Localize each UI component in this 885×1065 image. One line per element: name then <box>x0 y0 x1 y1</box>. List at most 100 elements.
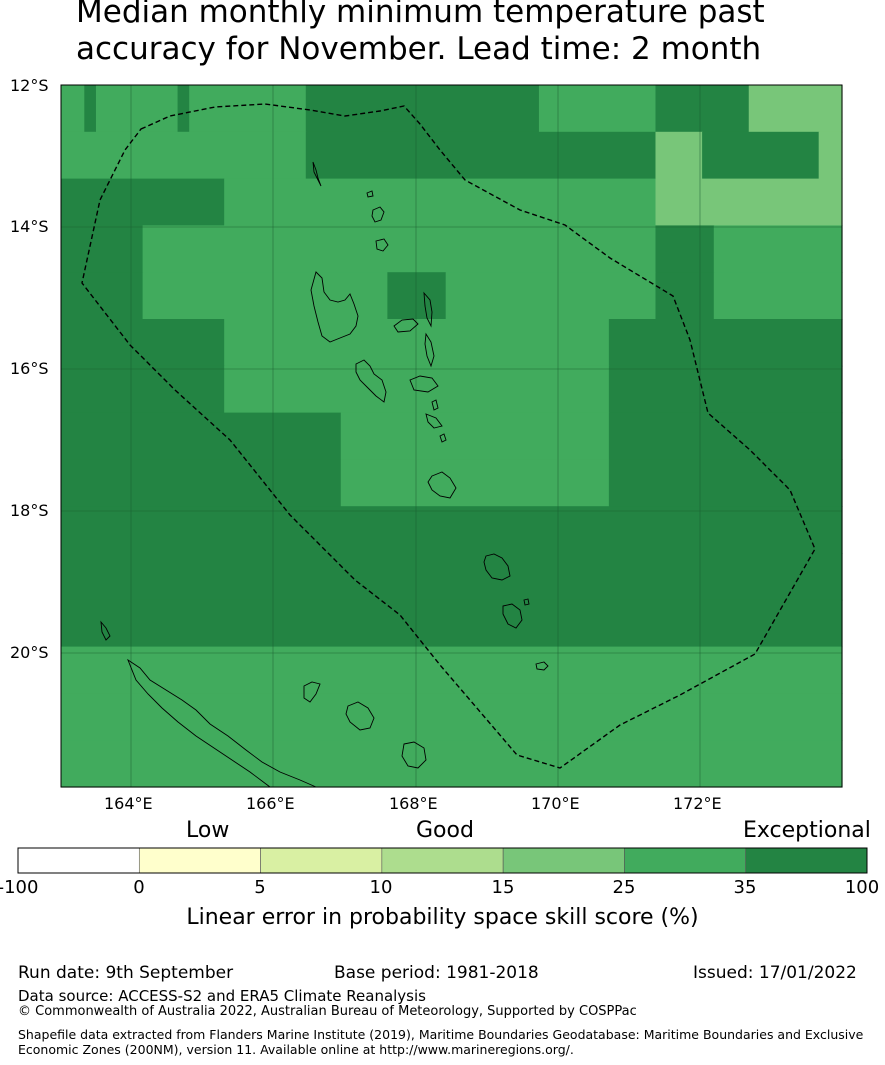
skill-cell <box>61 646 843 694</box>
skill-cell <box>224 365 610 414</box>
skill-cell <box>340 412 610 460</box>
colorbar-frame <box>17 847 868 874</box>
skill-cell <box>655 178 843 226</box>
run-date: Run date: 9th September <box>18 963 234 983</box>
colorbar-heading-good: Good <box>416 818 474 843</box>
skill-cell <box>61 459 342 507</box>
colorbar-bin <box>17 847 140 874</box>
skill-cell <box>61 365 225 414</box>
island-pentecost <box>424 332 435 368</box>
base-period: Base period: 1981-2018 <box>334 963 539 983</box>
colorbar-bin <box>138 847 261 874</box>
title-line-2: accuracy for November. Lead time: 2 mont… <box>76 31 762 67</box>
colorbar-tick-35: 35 <box>733 877 757 898</box>
skill-cell <box>61 599 843 648</box>
colorbar-tick-100: 100 <box>844 877 880 898</box>
colorbar-tick-25: 25 <box>612 877 636 898</box>
skill-cell <box>61 553 843 601</box>
skill-cell <box>61 272 144 320</box>
colorbar-heading-low: Low <box>186 818 230 843</box>
skill-cell <box>224 178 657 226</box>
shapefile-credit-line-1: Shapefile data extracted from Flanders M… <box>18 1027 864 1042</box>
map-graticule <box>61 85 842 787</box>
island-lifou <box>345 701 375 731</box>
skill-cell <box>61 506 843 554</box>
lat-label-20s: 20°S <box>10 643 49 662</box>
skill-cell <box>95 85 179 133</box>
skill-cell <box>608 459 843 507</box>
skill-cell <box>61 85 85 133</box>
skill-cell <box>224 319 610 367</box>
colorbar-tick-0: 0 <box>133 877 145 898</box>
skill-cell <box>142 272 388 320</box>
island-mare <box>401 741 427 769</box>
shapefile-credit-line-2: Economic Zones (200NM), version 11. Avai… <box>18 1042 574 1057</box>
skill-cell <box>61 319 225 367</box>
colorbar-bin <box>381 847 504 874</box>
colorbar-bin <box>624 847 747 874</box>
skill-cell <box>608 412 843 460</box>
skill-cell <box>655 225 715 273</box>
island-aneityum <box>535 661 549 671</box>
island-ureparapara <box>366 190 374 198</box>
map-frame <box>60 84 843 788</box>
skill-cell <box>608 365 843 414</box>
skill-cell <box>61 412 342 460</box>
island-espiritu-santo <box>310 271 359 343</box>
skill-cell <box>445 272 657 320</box>
skill-cell <box>61 178 225 226</box>
island-gaua <box>375 238 389 252</box>
colorbar-tick-15: 15 <box>491 877 515 898</box>
colorbar-tick-minus100: -100 <box>0 877 39 898</box>
coastlines <box>100 161 549 788</box>
island-efate <box>427 471 457 499</box>
island-epi <box>425 413 443 429</box>
island-shepherds <box>439 433 447 443</box>
skill-cell <box>655 85 750 133</box>
island-ambae <box>393 318 419 333</box>
lat-label-18s: 18°S <box>10 501 49 520</box>
skill-cell <box>655 272 715 320</box>
island-belep <box>100 620 111 641</box>
colorbar-tick-10: 10 <box>369 877 393 898</box>
lon-label-164e: 164°E <box>104 794 153 813</box>
skill-cell <box>538 85 657 133</box>
skill-cell <box>61 131 307 180</box>
colorbar-heading-exceptional: Exceptional <box>743 818 871 843</box>
island-ouvea <box>303 681 321 703</box>
lat-label-16s: 16°S <box>10 359 49 378</box>
island-malekula <box>355 359 387 403</box>
issued-date: Issued: 17/01/2022 <box>693 963 857 983</box>
colorbar-tick-5: 5 <box>254 877 266 898</box>
colorbar-bin <box>502 847 625 874</box>
skill-cell <box>61 225 144 273</box>
colorbar-bin <box>745 847 868 874</box>
skill-cell <box>608 319 843 367</box>
lon-label-172e: 172°E <box>673 794 722 813</box>
island-torres <box>312 161 322 187</box>
skill-cell <box>61 740 843 788</box>
skill-cell <box>340 459 610 507</box>
lon-label-170e: 170°E <box>531 794 580 813</box>
lon-label-166e: 166°E <box>246 794 295 813</box>
skill-cell <box>702 131 820 180</box>
data-source: Data source: ACCESS-S2 and ERA5 Climate … <box>18 987 426 1005</box>
lon-label-168e: 168°E <box>389 794 438 813</box>
island-erromango <box>483 553 511 581</box>
copyright: © Commonwealth of Australia 2022, Austra… <box>18 1004 637 1019</box>
island-paama <box>431 399 439 411</box>
skill-cell <box>387 272 447 320</box>
lat-label-12s: 12°S <box>10 76 49 95</box>
skill-cell <box>713 272 843 320</box>
colorbar-bin <box>260 847 383 874</box>
skill-cell <box>177 85 190 133</box>
skill-cell <box>748 85 843 133</box>
island-tanna <box>502 603 523 629</box>
island-vanua-lava <box>371 206 385 223</box>
skill-cell <box>84 85 97 133</box>
skill-cell <box>713 225 843 273</box>
skill-grid-cells <box>61 85 843 788</box>
skill-cell <box>305 131 657 180</box>
island-ambrym <box>409 375 439 393</box>
